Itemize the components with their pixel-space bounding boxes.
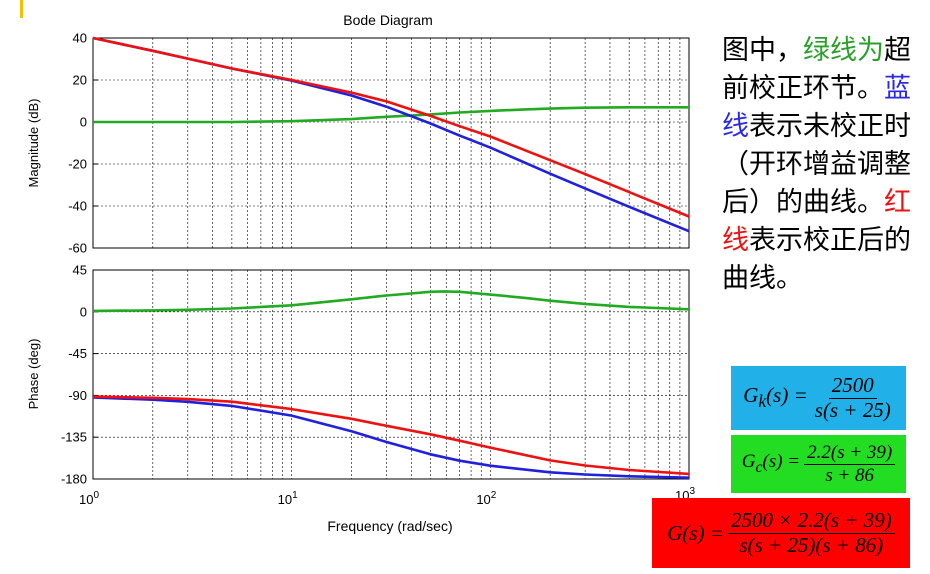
formula-gc-fraction: 2.2(s + 39) s + 86 [804, 442, 896, 486]
formula-g-denominator: s(s + 25)(s + 86) [739, 532, 884, 557]
formula-g: G(s) = 2500 × 2.2(s + 39) s(s + 25)(s + … [652, 498, 910, 568]
phase-ytick-label: 45 [73, 263, 87, 278]
formula-g-numerator: 2500 × 2.2(s + 39) [728, 508, 895, 534]
phase-axes-frame [92, 269, 690, 480]
magnitude-ytick-label: 20 [73, 73, 87, 88]
phase-series-line-1 [92, 396, 690, 479]
phase-series [92, 290, 690, 479]
desc-part: 超前校正环节。 [722, 35, 911, 104]
x-axis-label: Frequency (rad/sec) [327, 518, 452, 534]
x-axis-ticks: 100 101 102 103 [79, 486, 695, 507]
magnitude-series-line-0 [93, 106, 689, 124]
desc-blue-line: 蓝线 [722, 73, 911, 142]
phase-y-ticks: 45 0 -45 -90 -135 -180 [61, 263, 98, 487]
magnitude-ytick-label: 40 [73, 31, 87, 46]
phase-ylabel: Phase (deg) [26, 339, 41, 410]
formula-gc-denominator: s + 86 [825, 464, 875, 486]
phase-ytick-label: -90 [68, 388, 87, 403]
desc-green-line: 绿线为 [803, 35, 884, 66]
x-tick-label: 102 [476, 490, 496, 507]
x-tick-label: 100 [79, 490, 99, 507]
magnitude-ylabel: Magnitude (dB) [26, 99, 41, 188]
phase-series-line-0 [92, 290, 690, 313]
formula-gk-denominator: s(s + 25) [814, 397, 891, 422]
magnitude-ytick-label: 0 [80, 115, 87, 130]
desc-red-line: 红线 [722, 187, 911, 256]
magnitude-grid [93, 38, 689, 248]
formula-gc-lhs: Gc(s) = [741, 451, 801, 476]
formula-gk-lhs: Gk(s) = [743, 383, 808, 412]
magnitude-series-line-2 [92, 36, 690, 218]
magnitude-series [92, 36, 690, 233]
desc-part: 表示未校正时（开环增益调整后）的曲线。 [722, 111, 911, 218]
x-tick-label: 101 [278, 490, 298, 507]
phase-ytick-label: -45 [68, 346, 87, 361]
formula-gk-numerator: 2500 [828, 373, 877, 399]
desc-part: 表示校正后的曲线。 [722, 225, 911, 294]
formula-g-fraction: 2500 × 2.2(s + 39) s(s + 25)(s + 86) [728, 508, 895, 557]
magnitude-ytick-label: -60 [68, 241, 87, 256]
formula-gc-numerator: 2.2(s + 39) [804, 442, 896, 465]
chart-title: Bode Diagram [343, 12, 433, 28]
desc-part: 图中， [722, 35, 803, 66]
magnitude-ytick-label: -20 [68, 157, 87, 172]
phase-series-line-2 [92, 395, 690, 476]
formula-gk: Gk(s) = 2500 s(s + 25) [731, 366, 906, 430]
phase-ytick-label: -135 [61, 430, 87, 445]
formula-gk-fraction: 2500 s(s + 25) [812, 373, 894, 422]
phase-panel: 45 0 -45 -90 -135 -180 Phase (deg) [26, 263, 690, 487]
formula-gc: Gc(s) = 2.2(s + 39) s + 86 [731, 435, 906, 493]
phase-ytick-label: -180 [61, 472, 87, 487]
accent-bar [20, 0, 23, 18]
phase-grid [93, 270, 689, 479]
formula-g-lhs: G(s) = [667, 520, 724, 545]
bode-diagram: Bode Diagram 40 20 0 -20 -40 -60 Magnitude (d… [26, 12, 695, 534]
description-text: 图中，绿线为超前校正环节。蓝线表示未校正时（开环增益调整后）的曲线。红线表示校正… [722, 32, 922, 298]
magnitude-axes-frame [92, 37, 690, 249]
phase-ytick-label: 0 [80, 304, 87, 319]
magnitude-ytick-label: -40 [68, 199, 87, 214]
magnitude-panel: 40 20 0 -20 -40 -60 Magnitude (dB) [26, 31, 690, 256]
